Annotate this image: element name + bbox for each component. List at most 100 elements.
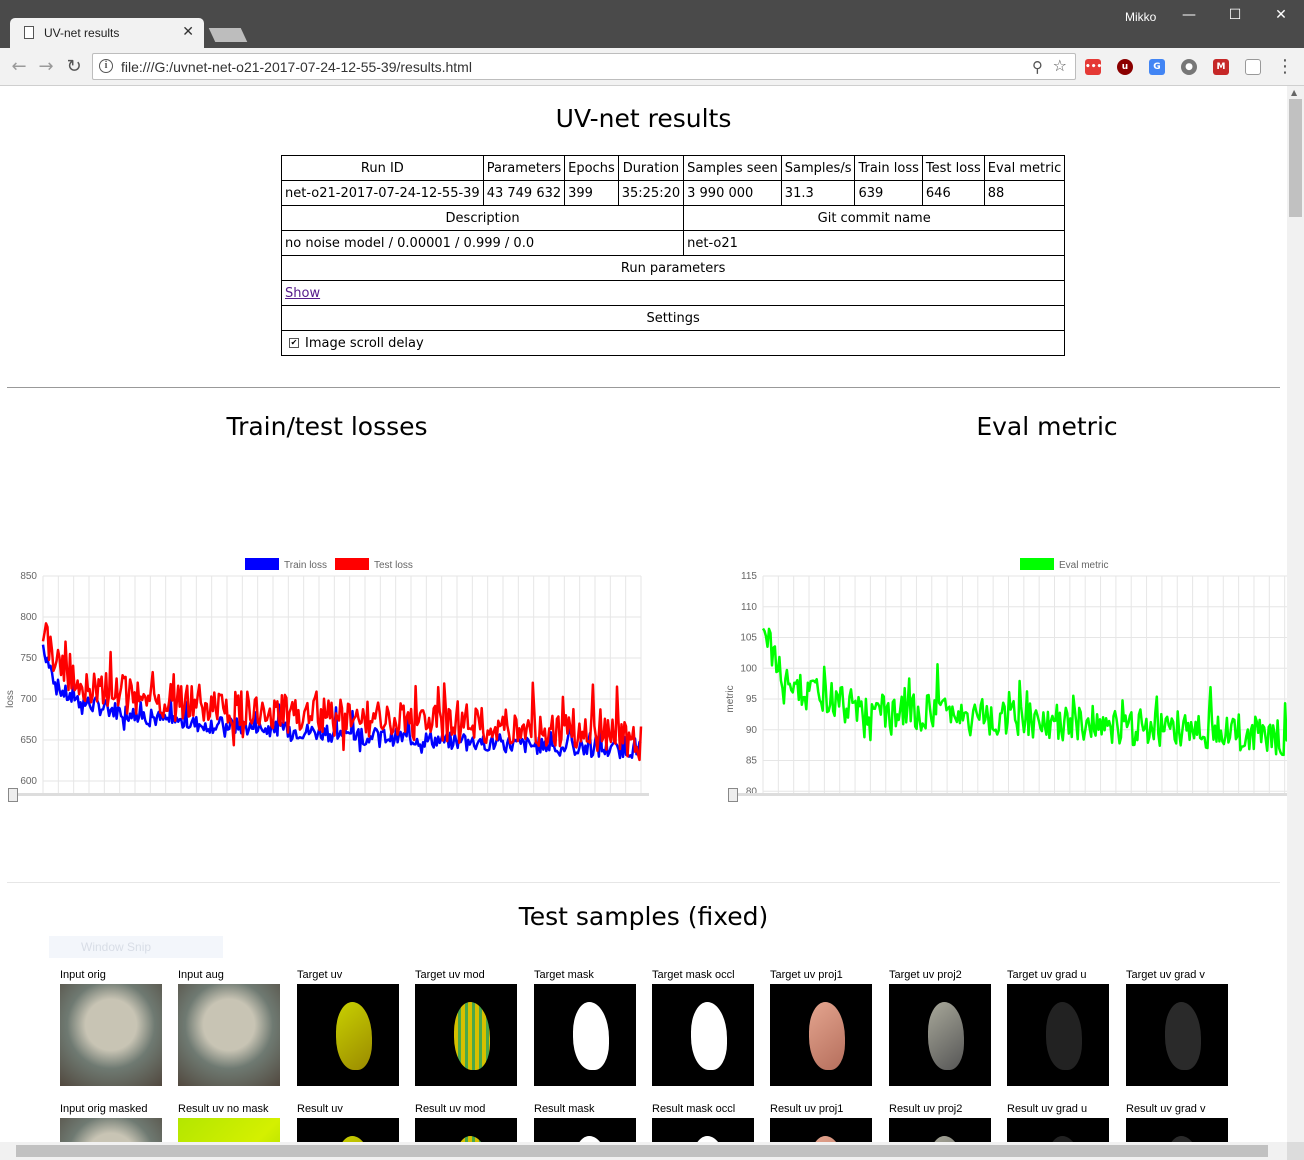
scroll-up-arrow-icon[interactable]: ▲: [1291, 88, 1298, 97]
browser-titlebar: UV-net results ✕ Mikko — ☐ ✕: [0, 0, 1304, 48]
back-icon[interactable]: ←: [11, 56, 27, 77]
image-scroll-delay-label: Image scroll delay: [305, 335, 424, 351]
zoom-icon[interactable]: ⚲: [1032, 58, 1043, 76]
sample-image: [297, 1118, 399, 1142]
menu-icon[interactable]: ⋮: [1276, 56, 1294, 77]
value-description: no noise model / 0.00001 / 0.999 / 0.0: [280, 230, 685, 256]
vertical-scrollbar[interactable]: ▲: [1287, 86, 1304, 1142]
eval-chart: Eval metric75808590951001051101151112131…: [725, 558, 1287, 794]
sample-image: [1126, 984, 1228, 1086]
bookmark-star-icon[interactable]: ☆: [1052, 56, 1067, 75]
extension-blank-icon[interactable]: [1245, 59, 1261, 75]
face-shape: [572, 1002, 610, 1070]
sample-image: [889, 984, 991, 1086]
legend-label: Eval metric: [1059, 560, 1108, 571]
maximize-button[interactable]: ☐: [1228, 7, 1242, 23]
face-shape: [453, 1002, 491, 1070]
table-header-row: Run ID Parameters Epochs Duration Sample…: [281, 155, 1066, 181]
sample-label: Result mask: [534, 1103, 595, 1115]
sample-label: Result uv grad v: [1126, 1103, 1206, 1115]
sample-image: [60, 984, 162, 1086]
run-info-table: Run ID Parameters Epochs Duration Sample…: [280, 155, 1066, 356]
forward-icon[interactable]: →: [38, 56, 54, 77]
face-shape: [808, 1002, 846, 1070]
sample-image: [415, 984, 517, 1086]
legend-swatch: [335, 558, 369, 570]
divider: [7, 882, 1280, 883]
value-train-loss: 639: [854, 180, 923, 206]
reload-icon[interactable]: ↻: [66, 56, 82, 77]
sample-label: Result uv proj1: [770, 1103, 844, 1115]
y-tick-label: 600: [20, 776, 37, 787]
legend-swatch: [1020, 558, 1054, 570]
losses-range-slider[interactable]: [8, 788, 649, 802]
address-bar[interactable]: i file:///G:/uvnet-net-o21-2017-07-24-12…: [92, 53, 1076, 80]
sample-label: Target uv proj1: [770, 969, 843, 981]
samples-title: Test samples (fixed): [518, 902, 769, 931]
info-icon[interactable]: i: [99, 59, 113, 73]
url-text[interactable]: file:///G:/uvnet-net-o21-2017-07-24-12-5…: [121, 59, 472, 75]
sample-label: Target uv grad v: [1126, 969, 1205, 981]
extension-tomato-icon[interactable]: ●: [1181, 59, 1197, 75]
sample-image: [297, 984, 399, 1086]
y-axis-label: metric: [725, 685, 736, 712]
sample-label: Target mask occl: [652, 969, 735, 981]
eval-range-slider[interactable]: [728, 788, 1287, 802]
y-tick-label: 650: [20, 735, 37, 746]
header-run-parameters: Run parameters: [280, 255, 1066, 281]
header-git-commit: Git commit name: [683, 205, 1066, 231]
scrollbar-corner: [1287, 1142, 1304, 1160]
new-tab-button[interactable]: [208, 28, 248, 42]
sample-label: Result uv no mask: [178, 1103, 269, 1115]
browser-tab[interactable]: UV-net results ✕: [10, 18, 204, 48]
close-window-button[interactable]: ✕: [1275, 7, 1287, 23]
close-tab-icon[interactable]: ✕: [182, 24, 194, 40]
face-shape: [335, 1002, 373, 1070]
show-run-parameters-link[interactable]: Show: [285, 285, 321, 301]
y-tick-label: 90: [746, 725, 758, 736]
extension-translate-icon[interactable]: G: [1149, 59, 1165, 75]
slider-handle[interactable]: [728, 788, 738, 802]
minimize-button[interactable]: —: [1182, 7, 1196, 23]
face-shape: [1045, 1002, 1083, 1070]
y-tick-label: 85: [746, 756, 758, 767]
sample-label: Result mask occl: [652, 1103, 736, 1115]
sample-image: [534, 984, 636, 1086]
value-samples-per-sec: 31.3: [780, 180, 856, 206]
extension-ublock-icon[interactable]: u: [1117, 59, 1133, 75]
series-line: [41, 622, 643, 762]
value-duration: 35:25:20: [617, 180, 685, 206]
y-tick-label: 80: [746, 786, 758, 794]
page-title: UV-net results: [555, 104, 732, 133]
sample-label: Target uv: [297, 969, 343, 981]
value-parameters: 43 749 632: [482, 180, 566, 206]
sample-label: Result uv proj2: [889, 1103, 963, 1115]
sample-label: Target mask: [534, 969, 594, 981]
header-duration: Duration: [617, 155, 685, 181]
scrollbar-thumb[interactable]: [1289, 99, 1302, 217]
sample-image: [415, 1118, 517, 1142]
sample-label: Result uv mod: [415, 1103, 486, 1115]
y-axis-label: loss: [5, 690, 16, 708]
header-settings: Settings: [280, 305, 1066, 331]
y-tick-label: 850: [20, 571, 37, 582]
sample-image: [770, 1118, 872, 1142]
image-scroll-delay-checkbox[interactable]: ✔: [289, 338, 299, 348]
face-shape: [453, 1136, 491, 1142]
scrollbar-thumb[interactable]: [16, 1145, 1268, 1157]
horizontal-scrollbar[interactable]: [0, 1142, 1287, 1160]
profile-name[interactable]: Mikko: [1125, 10, 1157, 24]
slider-handle[interactable]: [8, 788, 18, 802]
face-shape: [1164, 1136, 1202, 1142]
series-line: [761, 627, 1287, 757]
document-icon: [24, 26, 34, 39]
sample-image: [652, 984, 754, 1086]
y-tick-label: 110: [741, 602, 757, 613]
face-shape: [927, 1002, 965, 1070]
sample-label: Target uv grad u: [1007, 969, 1087, 981]
extension-mendeley-icon[interactable]: M: [1213, 59, 1229, 75]
header-samples-seen: Samples seen: [683, 155, 782, 181]
page-content: UV-net results Run ID Parameters Epochs …: [0, 86, 1287, 1142]
sample-image: [1126, 1118, 1228, 1142]
extension-lastpass-icon[interactable]: •••: [1085, 59, 1102, 75]
